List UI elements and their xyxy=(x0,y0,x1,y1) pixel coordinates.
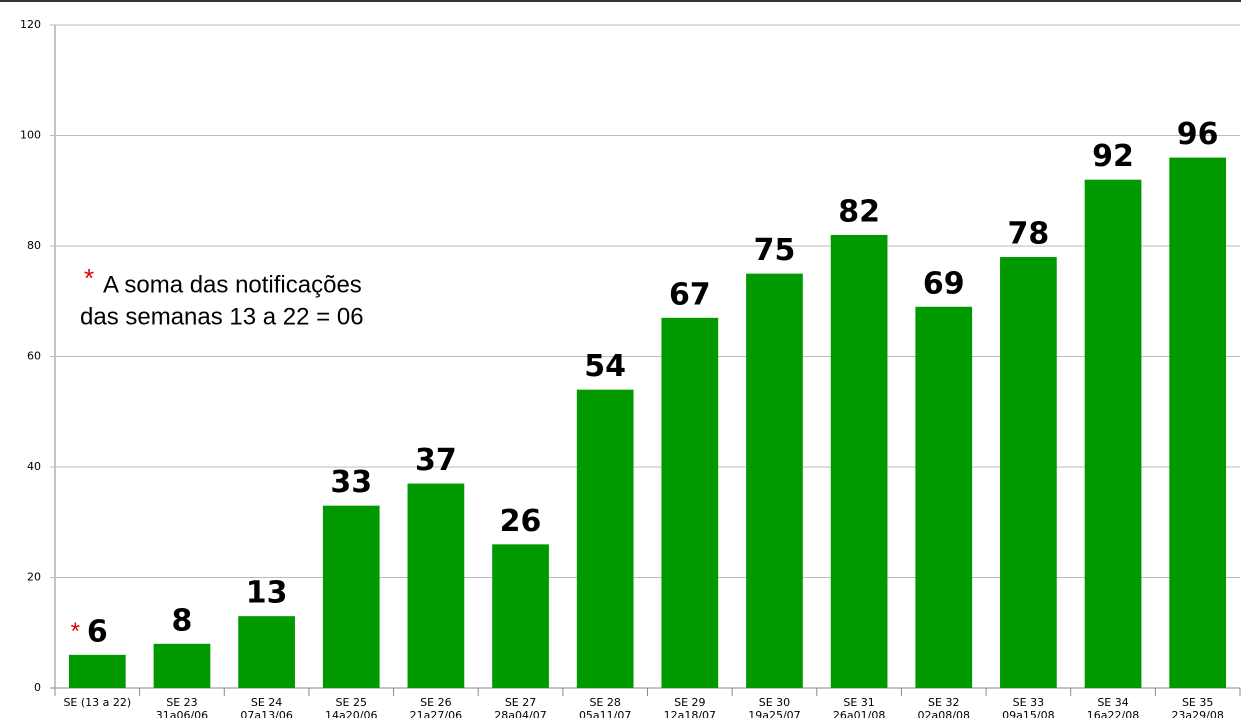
x-tick-label: 21a27/06 xyxy=(410,709,462,718)
bar xyxy=(1000,257,1057,688)
x-tick-label: 14a20/06 xyxy=(325,709,377,718)
x-tick-label: 19a25/07 xyxy=(748,709,800,718)
value-label: 6 xyxy=(87,614,108,649)
value-label: 92 xyxy=(1092,139,1134,174)
x-tick-label: SE 31 xyxy=(843,696,874,709)
bar xyxy=(68,654,126,688)
value-label: 26 xyxy=(500,504,542,539)
x-tick-label: SE 30 xyxy=(759,696,790,709)
bar xyxy=(576,389,634,688)
y-tick-label: 120 xyxy=(20,18,41,31)
y-tick-label: 80 xyxy=(27,239,41,252)
annotation-line: das semanas 13 a 22 = 06 xyxy=(80,303,364,330)
x-tick-label: SE (13 a 22) xyxy=(63,696,131,709)
x-tick-label: SE 27 xyxy=(505,696,536,709)
bar xyxy=(322,505,380,688)
value-label: 54 xyxy=(584,349,626,384)
x-tick-label: SE 23 xyxy=(166,696,197,709)
x-tick-label: 05a11/07 xyxy=(579,709,631,718)
x-tick-label: SE 29 xyxy=(674,696,705,709)
x-tick-label: SE 34 xyxy=(1097,696,1128,709)
y-tick-label: 20 xyxy=(27,571,41,584)
x-tick-label: SE 28 xyxy=(589,696,620,709)
bar xyxy=(1084,179,1142,688)
bar xyxy=(830,234,888,688)
x-tick-label: 02a08/08 xyxy=(918,709,970,718)
bar xyxy=(238,616,295,688)
x-tick-label: 09a15/08 xyxy=(1002,709,1054,718)
bar xyxy=(746,273,803,688)
x-tick-label: 23a29/08 xyxy=(1171,709,1223,718)
bar xyxy=(153,643,211,688)
x-tick-label: 28a04/07 xyxy=(494,709,546,718)
y-tick-label: 100 xyxy=(20,129,41,142)
value-label: 82 xyxy=(838,194,880,229)
x-tick-label: 31a06/06 xyxy=(156,709,208,718)
y-tick-label: 40 xyxy=(27,460,41,473)
x-tick-label: SE 25 xyxy=(336,696,367,709)
x-tick-label: SE 32 xyxy=(928,696,959,709)
bar xyxy=(661,317,719,688)
x-tick-label: 26a01/08 xyxy=(833,709,885,718)
bar xyxy=(492,544,549,688)
bar xyxy=(407,483,465,688)
value-marker: * xyxy=(71,618,80,645)
x-tick-label: SE 33 xyxy=(1013,696,1044,709)
x-tick-label: SE 26 xyxy=(420,696,451,709)
value-label: 96 xyxy=(1177,117,1219,152)
x-tick-label: SE 24 xyxy=(251,696,282,709)
x-tick-label: 12a18/07 xyxy=(664,709,716,718)
annotation-marker: * xyxy=(84,263,94,293)
x-tick-label: 16a22/08 xyxy=(1087,709,1139,718)
value-label: 33 xyxy=(330,465,372,500)
value-label: 67 xyxy=(669,277,711,312)
x-tick-label: SE 35 xyxy=(1182,696,1213,709)
bar xyxy=(915,306,973,688)
value-label: 37 xyxy=(415,443,457,478)
value-label: 69 xyxy=(923,266,965,301)
value-label: 13 xyxy=(246,576,288,611)
bar xyxy=(1169,157,1227,689)
annotation-line: A soma das notificações xyxy=(103,271,362,298)
value-label: 78 xyxy=(1008,217,1050,252)
value-label: 8 xyxy=(172,603,193,638)
value-label: 75 xyxy=(754,233,796,268)
y-tick-label: 60 xyxy=(27,350,41,363)
x-tick-label: 07a13/06 xyxy=(240,709,292,718)
y-tick-label: 0 xyxy=(34,681,41,694)
